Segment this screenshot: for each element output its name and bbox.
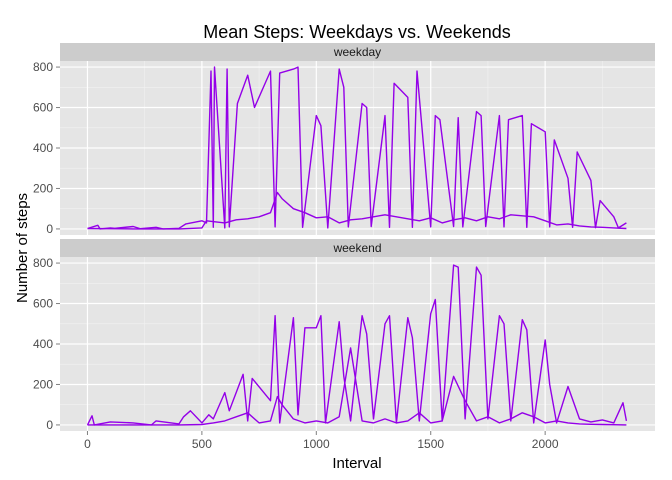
x-axis-label: Interval [332,455,381,472]
x-tick-label: 2000 [532,437,559,451]
series-line-weekend-1 [86,264,628,426]
chart-title: Mean Steps: Weekdays vs. Weekends [203,22,511,42]
y-tick-label: 200 [33,181,53,195]
facet-strip-label: weekend [332,241,381,255]
y-tick-label: 400 [33,337,53,351]
facet-strip-label: weekday [333,45,381,59]
x-tick-label: 500 [192,437,212,451]
y-tick-label: 400 [33,141,53,155]
facet-strip [60,43,655,61]
series-line-weekday-2 [87,191,627,230]
y-tick-label: 600 [33,297,53,311]
y-tick-label: 0 [46,418,53,432]
x-tick-label: 0 [84,437,91,451]
y-tick-label: 0 [46,222,53,236]
x-tick-label: 1000 [303,437,330,451]
series-line-weekend-2 [87,347,627,426]
y-tick-label: 200 [33,377,53,391]
facet-panel-weekday: weekday 0 200 400 600 800 [33,43,655,236]
facet-strip [60,239,655,257]
y-tick-label: 600 [33,101,53,115]
y-tick-label: 800 [33,60,53,74]
facet-panels: weekday 0 200 400 600 800 weekend 0 200 400 600 800… [33,43,655,451]
y-axis-label: Number of steps [14,193,31,303]
facet-panel-weekend: weekend 0 200 400 600 800 0 500 1000 1500 2000 [33,239,655,451]
y-tick-label: 800 [33,256,53,270]
series-line-weekday-1 [87,66,627,230]
x-tick-label: 1500 [417,437,444,451]
